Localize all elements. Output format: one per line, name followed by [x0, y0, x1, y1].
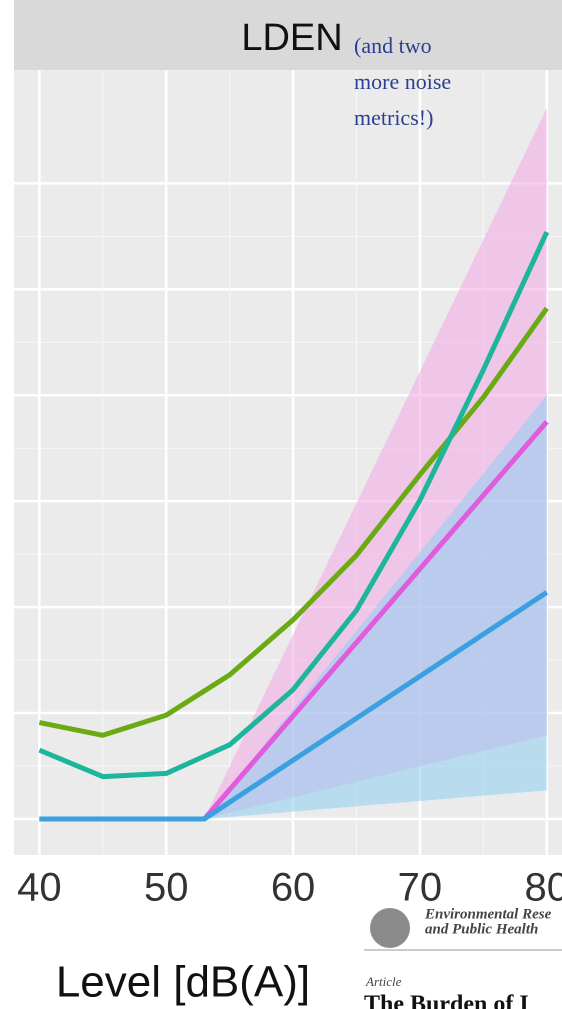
journal-logo	[370, 908, 410, 948]
annotation: metrics!)	[354, 105, 433, 130]
confidence-band	[204, 395, 547, 819]
line	[38, 306, 549, 738]
facet-strip	[14, 0, 562, 70]
x-tick-label: 60	[271, 866, 316, 910]
x-axis-label: Level [dB(A)]	[56, 958, 310, 1007]
journal-name: and Public Health	[425, 921, 538, 937]
x-tick-label: 40	[17, 866, 62, 910]
x-tick-label: 80	[525, 866, 562, 910]
article-kind: Article	[365, 974, 402, 989]
journal-name: Environmental Rese	[424, 906, 552, 922]
x-tick-label: 70	[398, 866, 443, 910]
annotation: (and two	[354, 33, 432, 58]
line	[39, 590, 549, 822]
article-headline: The Burden of I	[364, 992, 529, 1009]
annotation: more noise	[354, 69, 451, 94]
line	[38, 231, 550, 780]
facet-title: LDEN	[241, 17, 342, 59]
x-tick-label: 50	[144, 866, 189, 910]
